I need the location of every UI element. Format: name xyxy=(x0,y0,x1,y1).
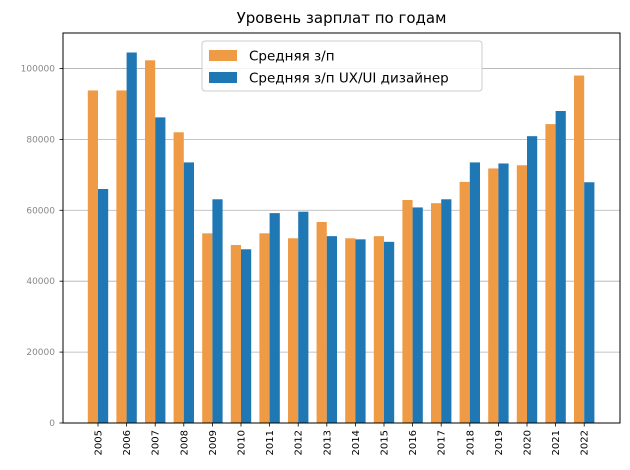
bar-uxui-salary-2014 xyxy=(355,239,366,423)
bar-uxui-salary-2021 xyxy=(555,111,566,423)
bar-uxui-salary-2011 xyxy=(269,213,280,423)
bar-uxui-salary-2008 xyxy=(183,162,194,423)
x-tick-label: 2020 xyxy=(523,430,534,455)
y-tick-label: 100000 xyxy=(21,64,56,74)
y-tick-label: 20000 xyxy=(26,348,55,358)
bar-uxui-salary-2018 xyxy=(469,162,480,423)
bar-avg-salary-2006 xyxy=(116,90,127,423)
bar-uxui-salary-2017 xyxy=(441,199,452,423)
plot-frame xyxy=(62,32,621,424)
bar-uxui-salary-2012 xyxy=(298,211,309,423)
y-tick-label: 80000 xyxy=(26,135,55,145)
bar-avg-salary-2022 xyxy=(574,75,585,423)
bar-avg-salary-2010 xyxy=(230,245,241,423)
bar-avg-salary-2005 xyxy=(87,90,98,423)
bar-uxui-salary-2020 xyxy=(527,136,538,423)
x-tick-label: 2006 xyxy=(122,430,133,455)
bar-avg-salary-2015 xyxy=(373,236,384,423)
bar-uxui-salary-2022 xyxy=(584,182,595,423)
x-axis: 2005 2006 2007 2008 2009 2010 2011 2012 2013 2014… xyxy=(94,423,591,455)
legend-label: Средняя з/п UX/UI дизайнер xyxy=(249,71,449,87)
bar-avg-salary-2007 xyxy=(145,60,156,424)
bar-avg-salary-2019 xyxy=(488,168,499,423)
bar-avg-salary-2020 xyxy=(516,165,527,423)
legend: Средняя з/п Средняя з/п UX/UI дизайнер xyxy=(201,40,483,92)
y-axis: 0 20000 40000 60000 80000 100000 xyxy=(21,64,63,429)
bar-uxui-salary-2015 xyxy=(384,241,395,423)
bar-avg-salary-2017 xyxy=(431,203,442,423)
x-tick-label: 2011 xyxy=(265,430,276,455)
bar-avg-salary-2012 xyxy=(288,238,299,423)
y-tick-label: 40000 xyxy=(26,277,55,287)
legend-box xyxy=(201,40,483,92)
bar-avg-salary-2013 xyxy=(316,221,327,423)
x-tick-label: 2008 xyxy=(179,430,190,455)
chart-title: Уровень зарплат по годам xyxy=(237,9,447,27)
bar-uxui-salary-2005 xyxy=(98,189,109,423)
x-tick-label: 2016 xyxy=(408,430,419,455)
bar-uxui-salary-2009 xyxy=(212,199,223,423)
x-tick-label: 2013 xyxy=(322,430,333,455)
x-tick-label: 2012 xyxy=(294,430,305,455)
y-tick-label: 0 xyxy=(49,419,55,429)
bar-uxui-salary-2013 xyxy=(326,236,337,423)
bar-avg-salary-2018 xyxy=(459,181,470,423)
bar-avg-salary-2016 xyxy=(402,199,413,423)
x-tick-label: 2010 xyxy=(237,430,248,455)
x-tick-label: 2009 xyxy=(208,430,219,455)
x-tick-label: 2018 xyxy=(465,430,476,455)
legend-swatch xyxy=(209,72,237,83)
legend-swatch xyxy=(209,50,237,61)
bar-uxui-salary-2010 xyxy=(241,249,252,423)
x-tick-label: 2015 xyxy=(380,430,391,455)
bar-uxui-salary-2016 xyxy=(412,207,423,423)
y-tick-label: 60000 xyxy=(26,206,55,216)
bar-avg-salary-2021 xyxy=(545,124,556,424)
x-tick-label: 2021 xyxy=(551,430,562,455)
legend-label: Средняя з/п xyxy=(249,49,335,65)
bar-avg-salary-2008 xyxy=(173,132,184,424)
x-tick-label: 2007 xyxy=(151,430,162,455)
x-tick-label: 2014 xyxy=(351,430,362,455)
x-tick-label: 2019 xyxy=(494,430,505,455)
bar-uxui-salary-2006 xyxy=(126,52,137,423)
bars xyxy=(87,52,595,424)
x-tick-label: 2017 xyxy=(437,430,448,455)
x-tick-label: 2005 xyxy=(94,430,105,455)
bar-avg-salary-2011 xyxy=(259,233,270,423)
x-tick-label: 2022 xyxy=(580,430,591,455)
bar-avg-salary-2014 xyxy=(345,238,356,423)
bar-uxui-salary-2007 xyxy=(155,117,166,423)
bar-uxui-salary-2019 xyxy=(498,163,509,424)
bar-avg-salary-2009 xyxy=(202,233,213,423)
